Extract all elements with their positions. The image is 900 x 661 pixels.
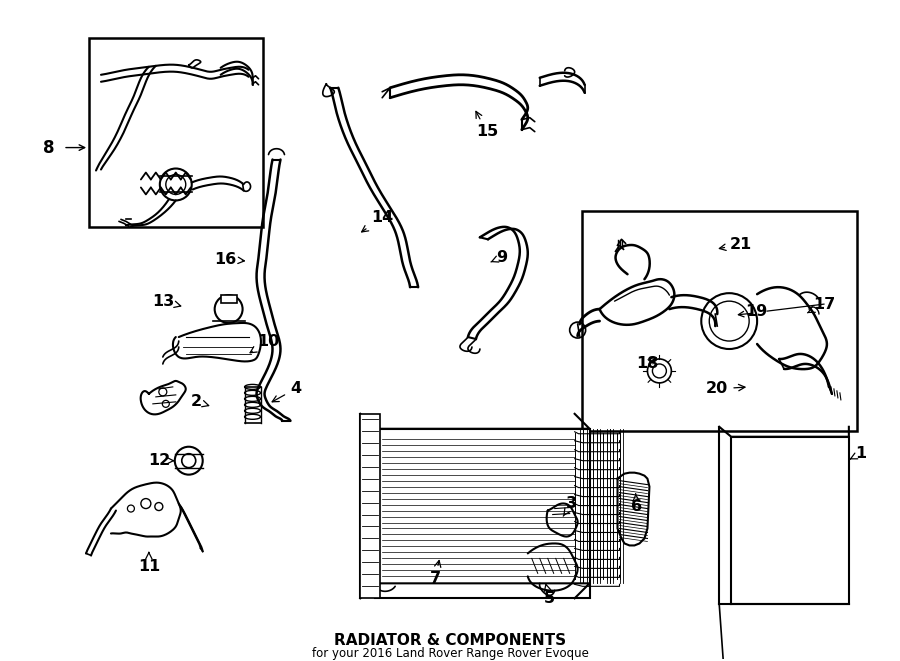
- Text: RADIATOR & COMPONENTS: RADIATOR & COMPONENTS: [334, 633, 566, 648]
- Text: 14: 14: [362, 210, 393, 232]
- Text: 10: 10: [250, 334, 280, 353]
- Bar: [89, 38, 263, 227]
- Text: 5: 5: [544, 584, 555, 605]
- Bar: [360, 414, 380, 598]
- Text: 8: 8: [43, 139, 55, 157]
- Text: 6: 6: [631, 494, 642, 514]
- Bar: [581, 212, 857, 431]
- Text: 15: 15: [476, 111, 498, 139]
- Text: 18: 18: [636, 356, 659, 371]
- Text: 2: 2: [191, 395, 209, 409]
- Text: 17: 17: [807, 297, 835, 313]
- Bar: [731, 437, 849, 604]
- Text: 9: 9: [491, 250, 508, 265]
- Bar: [375, 429, 590, 598]
- Text: 21: 21: [719, 237, 752, 252]
- Text: 3: 3: [563, 496, 577, 516]
- Text: 13: 13: [152, 293, 181, 309]
- Bar: [220, 295, 237, 303]
- Text: 4: 4: [272, 381, 301, 402]
- Text: 11: 11: [138, 553, 160, 574]
- Text: 16: 16: [214, 252, 245, 267]
- Text: 12: 12: [148, 453, 174, 468]
- Text: 20: 20: [706, 381, 745, 397]
- Text: 7: 7: [429, 561, 441, 586]
- Text: 1: 1: [850, 446, 867, 461]
- Text: for your 2016 Land Rover Range Rover Evoque: for your 2016 Land Rover Range Rover Evo…: [311, 646, 589, 660]
- Text: 19: 19: [745, 303, 767, 319]
